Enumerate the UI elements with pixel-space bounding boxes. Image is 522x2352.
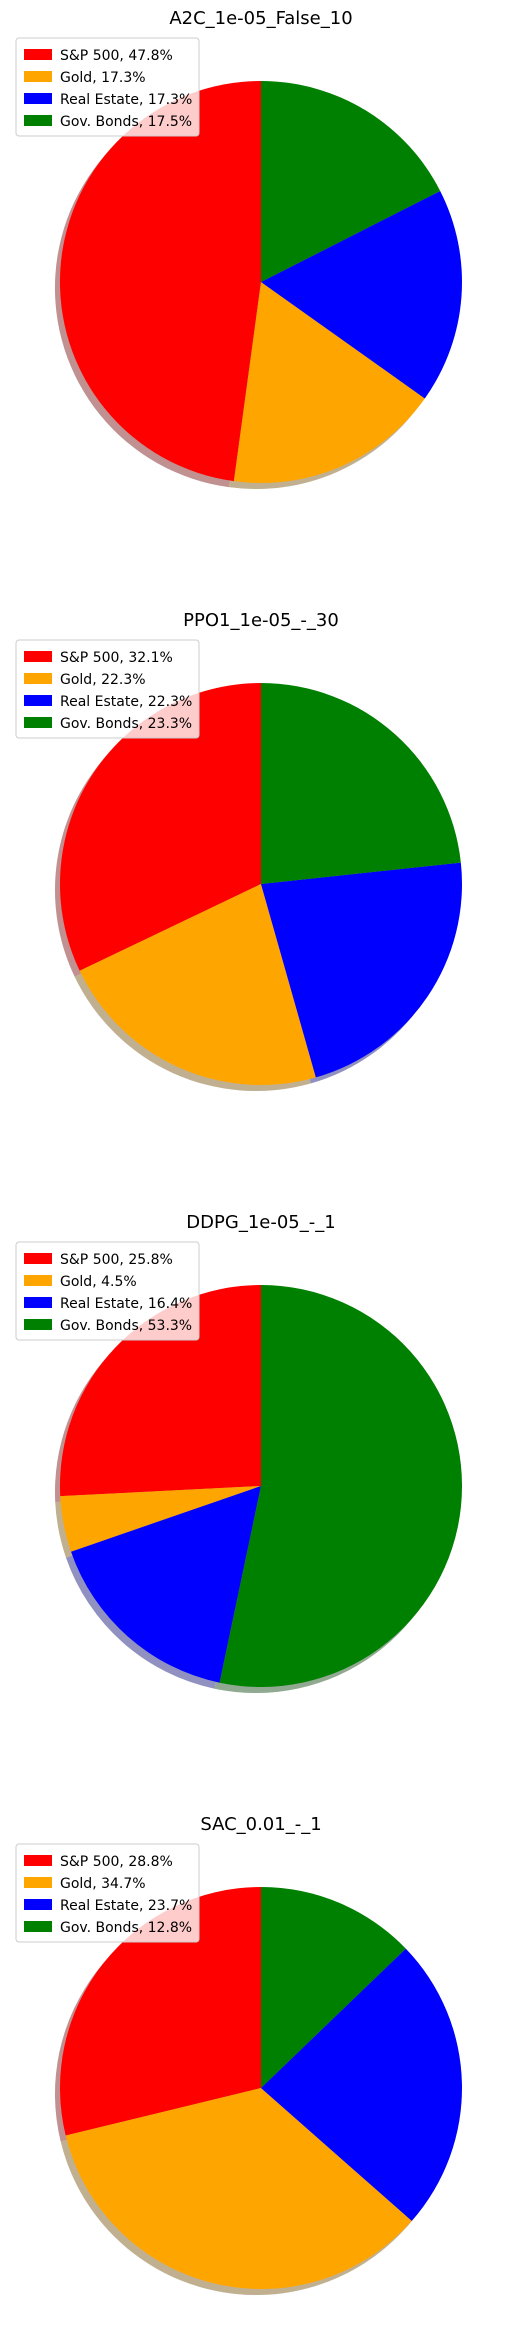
pie-slice-gold — [60, 1486, 261, 1552]
pie-slice-s-p-500 — [59, 1887, 262, 2136]
pie-slice-gov-bonds — [219, 1285, 463, 1687]
legend: S&P 500, 47.8% Gold, 17.3% Real Estate, 17… — [15, 37, 200, 137]
chart-title: SAC_0.01_-_1 — [200, 1814, 321, 1835]
legend-entry: Gov. Bonds, 23.3% — [60, 716, 192, 732]
legend-swatch — [24, 49, 52, 60]
legend-swatch — [24, 115, 52, 126]
legend-box — [15, 1843, 200, 1943]
pie-slice-s-p-500 — [60, 683, 261, 971]
legend-swatch — [24, 1877, 52, 1888]
legend-box — [15, 37, 200, 137]
legend-swatch — [24, 1253, 52, 1264]
pie-slice-gov-bonds — [261, 81, 441, 282]
pie-slice-real-estate — [71, 1486, 261, 1683]
legend-entry: Gov. Bonds, 12.8% — [60, 1920, 192, 1936]
pie-slice-gold — [79, 884, 316, 1086]
pie-panel-3: DDPG_1e-05_-_1 S&P 500, 25.8% Gold, 4.5% Re… — [15, 1212, 463, 1693]
pie-slice-gold — [233, 282, 425, 484]
legend-swatch — [24, 1855, 52, 1866]
chart-title: A2C_1e-05_False_10 — [169, 8, 352, 29]
pie-slice-gov-bonds — [261, 1887, 406, 2088]
legend-swatch — [24, 717, 52, 728]
legend-box — [15, 1241, 200, 1341]
legend-entry: Gov. Bonds, 17.5% — [60, 114, 192, 130]
legend-box — [15, 639, 200, 739]
legend-entry: Gold, 17.3% — [60, 70, 146, 86]
legend-entry: S&P 500, 47.8% — [60, 48, 173, 64]
legend-swatch — [24, 1297, 52, 1308]
chart-title: PPO1_1e-05_-_30 — [183, 610, 339, 631]
legend-swatch — [24, 1319, 52, 1330]
legend: S&P 500, 25.8% Gold, 4.5% Real Estate, 16.… — [15, 1241, 200, 1341]
legend-swatch — [24, 1921, 52, 1932]
legend-entry: S&P 500, 32.1% — [60, 650, 173, 666]
legend-entry: Real Estate, 23.7% — [60, 1898, 192, 1914]
pie-slice-s-p-500 — [59, 1285, 262, 1497]
legend-entry: Gold, 22.3% — [60, 672, 146, 688]
legend-entry: S&P 500, 28.8% — [60, 1854, 173, 1870]
legend-entry: Gold, 4.5% — [60, 1274, 137, 1290]
pie-slice-gold — [65, 2088, 412, 2289]
legend-entry: Real Estate, 17.3% — [60, 92, 192, 108]
legend-swatch — [24, 651, 52, 662]
legend: S&P 500, 32.1% Gold, 22.3% Real Estate, 22… — [15, 639, 200, 739]
legend-entry: S&P 500, 25.8% — [60, 1252, 173, 1268]
legend-swatch — [24, 93, 52, 104]
legend: S&P 500, 28.8% Gold, 34.7% Real Estate, 23… — [15, 1843, 200, 1943]
legend-swatch — [24, 1899, 52, 1910]
pie-slice-real-estate — [261, 862, 462, 1078]
pie-panel-2: PPO1_1e-05_-_30 S&P 500, 32.1% Gold, 22.3%… — [15, 610, 462, 1092]
pie-slice-gov-bonds — [261, 683, 461, 884]
legend-entry: Gov. Bonds, 53.3% — [60, 1318, 192, 1334]
pie-slice-real-estate — [261, 190, 462, 399]
legend-swatch — [24, 1275, 52, 1286]
legend-entry: Real Estate, 22.3% — [60, 694, 192, 710]
chart-title: DDPG_1e-05_-_1 — [186, 1212, 335, 1233]
legend-swatch — [24, 695, 52, 706]
legend-swatch — [24, 673, 52, 684]
pie-slice-s-p-500 — [59, 80, 262, 482]
pie-panel-1: A2C_1e-05_False_10 S&P 500, 47.8% Gold, 17… — [15, 8, 462, 490]
pie-panel-4: SAC_0.01_-_1 S&P 500, 28.8% Gold, 34.7% Rea… — [15, 1814, 462, 2295]
pie-slice-real-estate — [261, 1948, 462, 2221]
legend-swatch — [24, 71, 52, 82]
legend-entry: Gold, 34.7% — [60, 1876, 146, 1892]
legend-entry: Real Estate, 16.4% — [60, 1296, 192, 1312]
